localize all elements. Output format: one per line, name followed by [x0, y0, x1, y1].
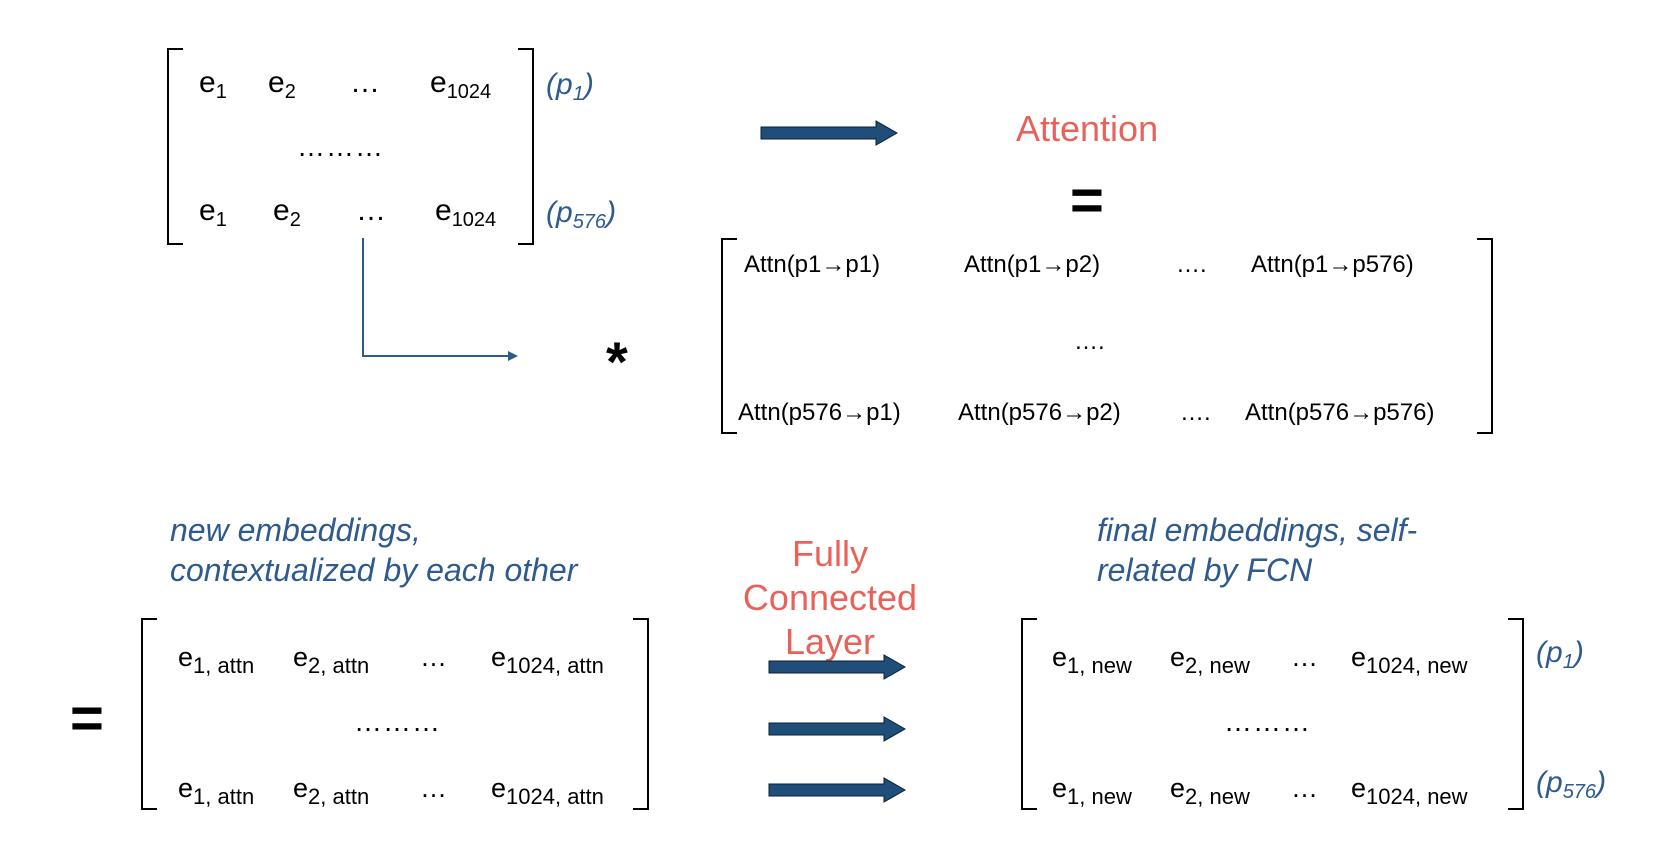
- elbow-arrow: [362, 238, 518, 361]
- equals-sign: =: [70, 686, 104, 751]
- cell-e1024-new: e1024, new: [1351, 642, 1468, 678]
- attention-label: Attention: [1016, 108, 1159, 149]
- attn-ellipsis: ….: [1180, 399, 1211, 426]
- cell-ellipsis: …: [356, 194, 386, 227]
- cell-e2-attn: e2, attn: [293, 773, 370, 809]
- cell-e1024-attn: e1024, attn: [491, 773, 604, 809]
- cell-e2: e2: [273, 194, 301, 231]
- left-bracket: [167, 48, 183, 245]
- cell-e1: e1: [199, 194, 227, 231]
- left-bracket: [721, 238, 737, 434]
- multiply-sign: *: [606, 330, 628, 393]
- attn-ellipsis: ….: [1176, 251, 1207, 278]
- left-bracket: [1021, 618, 1037, 810]
- block-arrow-right: [768, 777, 907, 803]
- caption-line: related by FCN: [1097, 552, 1313, 588]
- right-bracket: [1477, 238, 1493, 434]
- cell-e1024: e1024: [430, 66, 492, 103]
- equals-sign: =: [1070, 168, 1104, 233]
- cell-e2: e2: [268, 66, 296, 103]
- block-arrow-right: [768, 716, 907, 742]
- caption-line: new embeddings,: [170, 512, 421, 548]
- caption-line: final embeddings, self-: [1097, 512, 1418, 548]
- cell-ellipsis: …: [350, 66, 380, 99]
- right-bracket: [518, 48, 534, 245]
- patch-label-top: (p1): [546, 68, 594, 105]
- attn-cell: Attn(p576→p576): [1245, 399, 1435, 426]
- new-embeddings-caption: new embeddings, contextualized by each o…: [170, 510, 577, 590]
- block-arrow-right: [760, 120, 899, 146]
- cell-e1024: e1024: [435, 194, 497, 231]
- block-arrow-right: [768, 654, 907, 680]
- cell-ellipsis: …: [420, 773, 447, 803]
- cell-e1024-attn: e1024, attn: [491, 642, 604, 678]
- patch-label-top: (p1): [1536, 636, 1584, 673]
- cell-e1-attn: e1, attn: [178, 773, 255, 809]
- fcn-label-line: Fully Connected: [742, 533, 918, 618]
- cell-e2-new: e2, new: [1170, 773, 1250, 809]
- caption-line: contextualized by each other: [170, 552, 578, 588]
- cell-ellipsis: …: [420, 642, 447, 672]
- cell-e1: e1: [199, 66, 227, 103]
- fcn-label-line: Layer: [784, 621, 876, 662]
- row-ellipsis: ………: [354, 706, 441, 737]
- final-embeddings-caption: final embeddings, self- related by FCN: [1097, 510, 1417, 590]
- right-bracket: [1508, 618, 1524, 810]
- attn-cell: Attn(p576→p2): [958, 399, 1121, 426]
- cell-e2-new: e2, new: [1170, 642, 1250, 678]
- row-ellipsis: ………: [297, 131, 384, 162]
- patch-label-bottom: (p576): [546, 196, 617, 233]
- cell-e2-attn: e2, attn: [293, 642, 370, 678]
- cell-e1-new: e1, new: [1052, 642, 1132, 678]
- attn-cell: Attn(p1→p2): [964, 251, 1101, 278]
- cell-ellipsis: …: [1291, 773, 1318, 803]
- fcn-label: Fully Connected Layer: [700, 532, 960, 664]
- attn-row-ellipsis: ….: [1074, 328, 1105, 355]
- attn-cell: Attn(p1→p1): [744, 251, 881, 278]
- attn-cell: Attn(p576→p1): [738, 399, 901, 426]
- left-bracket: [141, 618, 157, 810]
- patch-label-bottom: (p576): [1536, 766, 1607, 803]
- cell-e1024-new: e1024, new: [1351, 773, 1468, 809]
- cell-e1-new: e1, new: [1052, 773, 1132, 809]
- row-ellipsis: ………: [1224, 706, 1311, 737]
- cell-e1-attn: e1, attn: [178, 642, 255, 678]
- right-bracket: [633, 618, 649, 810]
- cell-ellipsis: …: [1291, 642, 1318, 672]
- attn-cell: Attn(p1→p576): [1251, 251, 1414, 278]
